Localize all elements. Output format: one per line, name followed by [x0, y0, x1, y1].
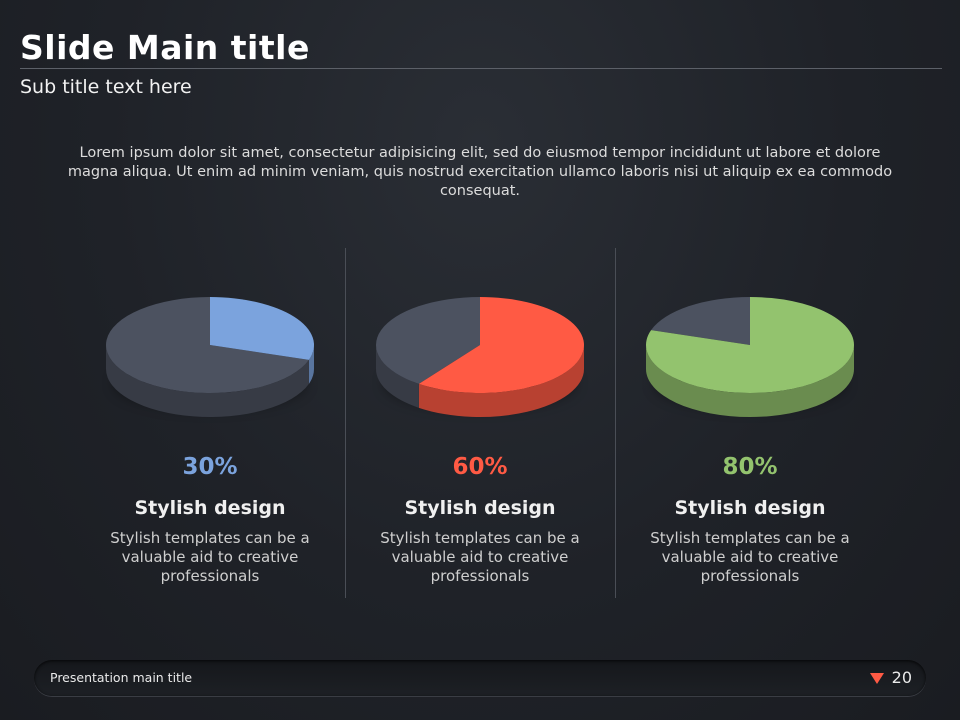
pie-slice-rest: [376, 297, 480, 384]
page-subtitle: Sub title text here: [20, 76, 192, 98]
footer-title: Presentation main title: [50, 670, 193, 685]
footer-bar: Presentation main title 20: [34, 660, 926, 696]
pie-slice-value: [210, 297, 314, 360]
column-2-desc: Stylish templates can be a valuable aid …: [380, 529, 580, 585]
pie-slice-rest: [106, 297, 309, 393]
pie-chart-1: [106, 297, 314, 417]
column-3-title: Stylish design: [674, 497, 826, 519]
column-divider: [345, 248, 346, 598]
pie-side-value: [418, 345, 584, 417]
title-rule: [20, 68, 942, 69]
column-2-title: Stylish design: [404, 497, 556, 519]
column-divider: [615, 248, 616, 598]
column-2-percent: 60%: [452, 454, 508, 480]
column-1-percent: 30%: [182, 454, 238, 480]
page-number: 20: [891, 668, 912, 687]
column-3-percent: 80%: [722, 454, 778, 480]
triangle-down-icon[interactable]: [870, 673, 884, 684]
pie-side-value: [308, 345, 314, 384]
pie-slice-value: [646, 297, 854, 393]
column-1-title: Stylish design: [134, 497, 286, 519]
pie-side-value: [646, 345, 854, 417]
pie-chart-3: [646, 297, 854, 417]
column-3-desc: Stylish templates can be a valuable aid …: [650, 529, 850, 585]
intro-paragraph: Lorem ipsum dolor sit amet, consectetur …: [67, 145, 893, 199]
pie-column-1: [80, 250, 340, 440]
pie-column-3: [620, 250, 880, 440]
pie-slice-value: [418, 297, 584, 393]
pie-side-rest: [376, 345, 419, 408]
pie-side-rest: [106, 345, 309, 417]
pie-column-2: [350, 250, 610, 440]
column-1-desc: Stylish templates can be a valuable aid …: [110, 529, 310, 585]
page-title: Slide Main title: [20, 28, 310, 67]
pie-chart-2: [376, 297, 584, 417]
pie-slice-rest: [651, 297, 750, 345]
